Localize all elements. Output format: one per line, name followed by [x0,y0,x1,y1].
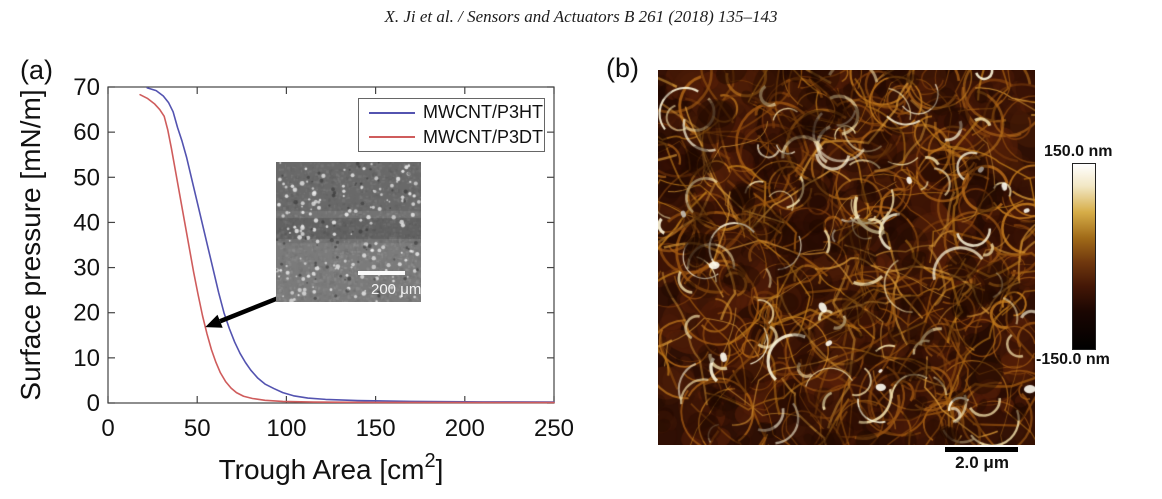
svg-text:40: 40 [73,209,100,236]
svg-text:10: 10 [73,345,100,372]
colorbar-min-label: -150.0 nm [1036,351,1110,368]
inset-scale-bar [358,271,405,275]
chart-legend: MWCNT/P3HT MWCNT/P3DT [358,98,545,152]
svg-text:200: 200 [445,415,485,442]
svg-text:0: 0 [101,415,114,442]
svg-text:50: 50 [73,164,100,191]
afm-scale-bar [945,447,1018,452]
svg-text:20: 20 [73,300,100,327]
svg-text:50: 50 [184,415,211,442]
afm-scale-label: 2.0 μm [955,453,1009,472]
svg-text:Surface pressure [mN/m]: Surface pressure [mN/m] [15,89,46,400]
svg-text:60: 60 [73,119,100,146]
svg-text:250: 250 [534,415,574,442]
legend-label: MWCNT/P3DT [423,126,543,147]
colorbar-max-label: 150.0 nm [1044,143,1113,160]
svg-text:0: 0 [87,390,100,417]
svg-text:70: 70 [73,74,100,101]
legend-entry-p3ht: MWCNT/P3HT [359,102,544,123]
inset-micrograph: 200 μm [276,162,421,302]
panel-a-label: (a) [20,55,53,85]
inset-scale-label: 200 μm [371,281,422,298]
micrograph-image [276,162,421,302]
journal-citation: X. Ji et al. / Sensors and Actuators B 2… [384,7,778,26]
height-colorbar [1072,163,1096,350]
legend-label: MWCNT/P3HT [423,102,543,123]
panel-b-label: (b) [606,53,639,83]
svg-text:30: 30 [73,255,100,282]
svg-text:100: 100 [266,415,306,442]
svg-text:Trough Area [cm2]: Trough Area [cm2] [219,450,444,485]
legend-line-sample-blue [369,111,415,114]
isotherm-chart: 0 50 100 150 200 250 0 10 20 30 40 50 60 70 Trough Are… [15,74,574,485]
legend-entry-p3dt: MWCNT/P3DT [359,127,544,148]
svg-text:150: 150 [356,415,396,442]
afm-image [658,70,1035,445]
legend-line-sample-red [369,136,415,139]
